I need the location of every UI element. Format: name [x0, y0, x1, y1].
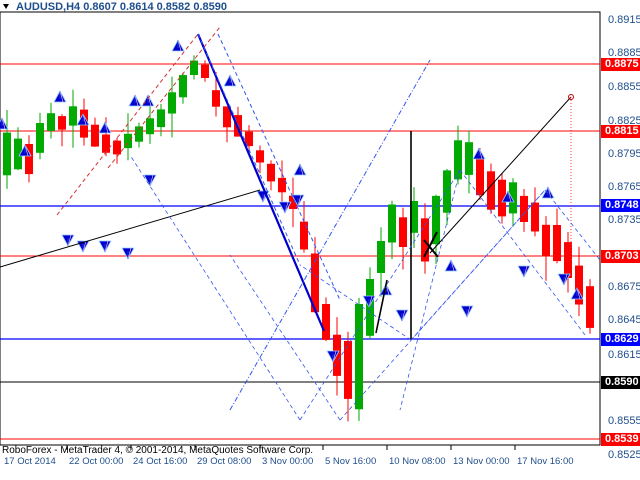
- svg-text:17 Oct 2014: 17 Oct 2014: [4, 456, 56, 467]
- svg-text:29 Oct 08:00: 29 Oct 08:00: [197, 456, 251, 467]
- svg-text:0.8815: 0.8815: [605, 125, 639, 137]
- svg-text:0.8555: 0.8555: [608, 415, 640, 427]
- svg-text:0.8748: 0.8748: [605, 199, 639, 211]
- svg-text:0.8645: 0.8645: [608, 314, 640, 326]
- svg-text:0.8765: 0.8765: [608, 181, 640, 193]
- svg-text:RoboForex - MetaTrader 4, © 20: RoboForex - MetaTrader 4, © 2001-2014, M…: [2, 445, 313, 456]
- svg-text:0.8615: 0.8615: [608, 349, 640, 361]
- svg-text:0.8539: 0.8539: [605, 433, 639, 445]
- svg-text:22 Oct 00:00: 22 Oct 00:00: [69, 456, 123, 467]
- svg-text:0.8703: 0.8703: [605, 250, 639, 262]
- svg-text:13 Nov 00:00: 13 Nov 00:00: [453, 456, 510, 467]
- svg-text:0.8735: 0.8735: [608, 214, 640, 226]
- svg-text:24 Oct 16:00: 24 Oct 16:00: [133, 456, 187, 467]
- svg-text:0.8875: 0.8875: [605, 58, 639, 70]
- svg-text:0.8915: 0.8915: [608, 14, 640, 26]
- svg-text:0.8795: 0.8795: [608, 148, 640, 160]
- svg-text:0.8590: 0.8590: [605, 376, 639, 388]
- svg-text:0.8525: 0.8525: [608, 449, 640, 461]
- svg-text:10 Nov 08:00: 10 Nov 08:00: [389, 456, 446, 467]
- svg-text:3 Nov 00:00: 3 Nov 00:00: [262, 456, 313, 467]
- svg-text:0.8675: 0.8675: [608, 281, 640, 293]
- svg-text:0.8855: 0.8855: [608, 81, 640, 93]
- svg-text:5 Nov 16:00: 5 Nov 16:00: [325, 456, 376, 467]
- svg-text:0.8629: 0.8629: [605, 333, 639, 345]
- svg-text:17 Nov 16:00: 17 Nov 16:00: [517, 456, 574, 467]
- svg-text:AUDUSD,H4 0.8607 0.8614 0.858: AUDUSD,H4 0.8607 0.8614 0.8582 0.8590: [16, 1, 227, 13]
